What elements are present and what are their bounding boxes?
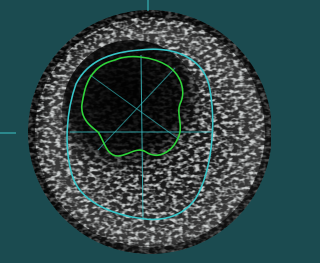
ivus-image	[0, 0, 271, 263]
page	[0, 0, 320, 263]
